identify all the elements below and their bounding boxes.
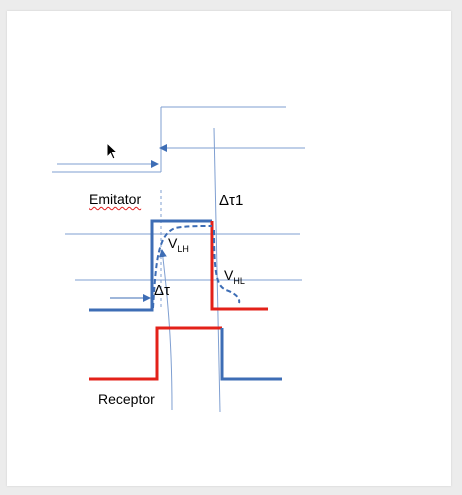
response-curve-rising-dashed bbox=[152, 225, 213, 309]
emitter-signal-blue bbox=[89, 219, 212, 312]
v-lh-main: V bbox=[168, 235, 178, 251]
v-hl-sub: HL bbox=[233, 275, 245, 286]
emitter-label: Emitator bbox=[89, 191, 142, 207]
vertical-reference-right bbox=[213, 127, 221, 413]
v-hl-main: V bbox=[224, 267, 234, 283]
document-page bbox=[7, 11, 451, 486]
emitter-signal-red bbox=[210, 221, 268, 311]
delta-tau1-label: Δτ1 bbox=[219, 192, 244, 209]
receiver-signal-blue bbox=[220, 328, 282, 381]
receiver-signal-red bbox=[89, 326, 222, 381]
delta-tau-label: Δτ bbox=[154, 282, 170, 299]
v-hl-label: VHL bbox=[224, 268, 245, 286]
mouse-pointer-icon bbox=[106, 142, 118, 160]
rise-marker-arrow bbox=[158, 249, 173, 411]
v-lh-sub: LH bbox=[177, 243, 189, 254]
receiver-label: Receptor bbox=[98, 391, 155, 407]
v-lh-label: VLH bbox=[168, 236, 189, 254]
